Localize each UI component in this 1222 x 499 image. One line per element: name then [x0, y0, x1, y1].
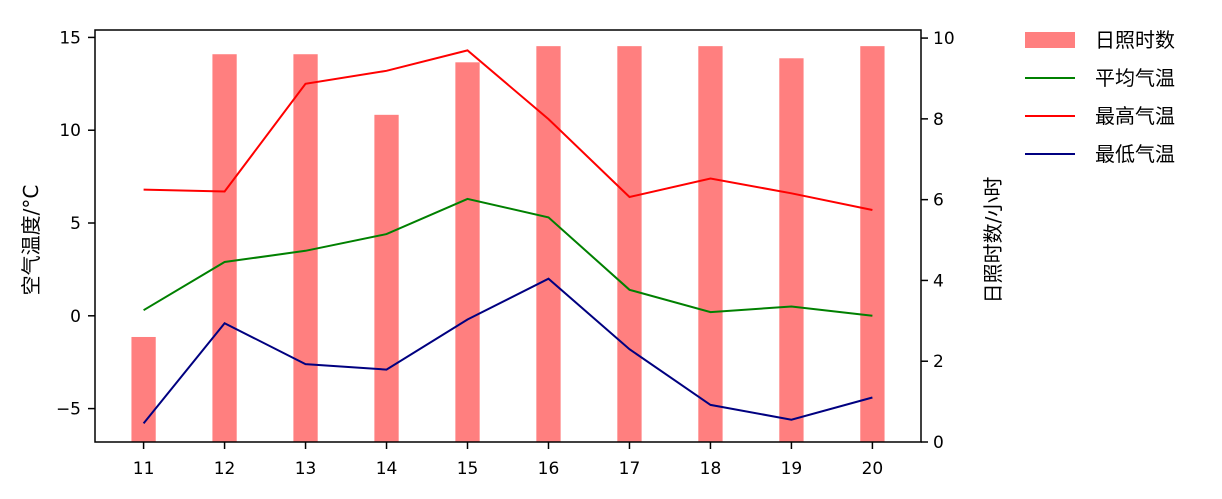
sunshine-bar	[536, 46, 561, 443]
y-right-tick-label: 6	[933, 191, 944, 211]
y-left-tick-label: 0	[70, 307, 81, 327]
x-tick-label: 20	[862, 459, 884, 479]
legend-label: 最低气温	[1095, 142, 1175, 166]
y-right-tick-label: 4	[933, 271, 944, 291]
sunshine-bar	[455, 62, 480, 443]
x-tick-label: 14	[376, 459, 398, 479]
y-axis-left: −5 0 5 10 15	[56, 28, 95, 420]
x-tick-label: 18	[700, 459, 722, 479]
x-tick-label: 12	[214, 459, 236, 479]
x-axis: 11 12 13 14 15 16 17 18 19 20	[133, 442, 883, 479]
series-line-0	[143, 197, 873, 317]
sunshine-bar	[212, 54, 237, 443]
x-tick-label: 17	[619, 459, 641, 479]
x-tick-label: 11	[133, 459, 155, 479]
x-tick-label: 19	[781, 459, 803, 479]
y-left-tick-label: 15	[59, 28, 81, 48]
series-line-2	[142, 277, 873, 425]
y-left-tick-label: 5	[70, 214, 81, 234]
x-tick-label: 15	[457, 459, 479, 479]
y-left-tick-label: −5	[56, 400, 81, 420]
legend-label: 日照时数	[1095, 28, 1175, 52]
plot-frame	[94, 29, 922, 443]
legend-label: 平均气温	[1095, 66, 1175, 90]
sunshine-bar	[374, 114, 399, 442]
y-left-tick-label: 10	[59, 121, 81, 141]
sunshine-bar	[779, 58, 804, 443]
y-right-tick-label: 0	[933, 433, 944, 453]
sunshine-bar	[131, 336, 156, 442]
series-line-1	[143, 49, 873, 211]
y-axis-right: 0 2 4 6 8 10	[921, 29, 955, 453]
y-right-tick-label: 10	[933, 29, 955, 49]
y-axis-left-title: 空气温度/°C	[19, 185, 43, 296]
sunshine-bar	[860, 46, 885, 443]
temperature-lines	[142, 49, 873, 425]
x-tick-label: 13	[295, 459, 317, 479]
x-tick-label: 16	[538, 459, 560, 479]
y-right-tick-label: 2	[933, 352, 944, 372]
y-right-tick-label: 8	[933, 110, 944, 130]
sunshine-bar	[617, 46, 642, 443]
sunshine-bars	[131, 46, 885, 443]
legend-swatch-bar	[1025, 32, 1075, 48]
sunshine-bar	[698, 46, 723, 443]
legend-label: 最高气温	[1095, 104, 1175, 128]
y-axis-right-title: 日照时数/小时	[981, 177, 1005, 304]
